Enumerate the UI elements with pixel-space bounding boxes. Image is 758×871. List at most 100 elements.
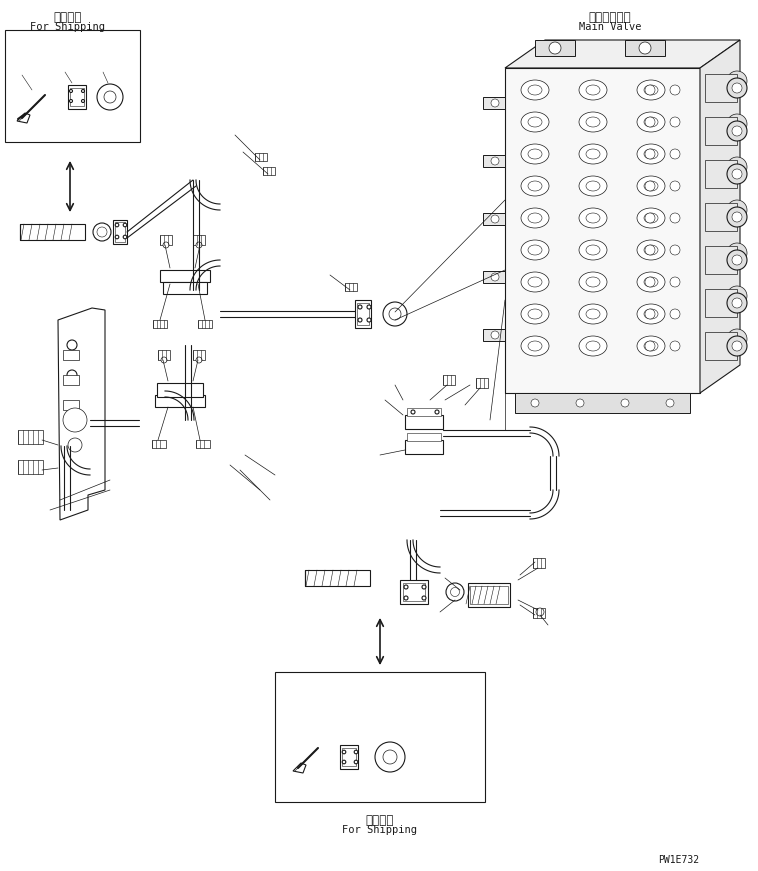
Circle shape bbox=[70, 90, 73, 92]
Circle shape bbox=[727, 336, 747, 356]
Bar bbox=[533, 558, 545, 568]
Circle shape bbox=[354, 760, 358, 764]
Text: 運搞部品: 運搞部品 bbox=[54, 11, 83, 24]
Circle shape bbox=[63, 408, 87, 432]
Ellipse shape bbox=[586, 309, 600, 319]
Bar bbox=[476, 378, 488, 388]
Circle shape bbox=[446, 583, 464, 601]
Ellipse shape bbox=[528, 309, 542, 319]
Ellipse shape bbox=[528, 117, 542, 127]
Bar bbox=[483, 329, 505, 341]
Ellipse shape bbox=[528, 149, 542, 159]
Ellipse shape bbox=[579, 272, 607, 292]
Circle shape bbox=[645, 213, 655, 223]
Ellipse shape bbox=[528, 213, 542, 223]
Circle shape bbox=[645, 245, 655, 255]
Circle shape bbox=[670, 213, 680, 223]
Bar bbox=[505, 68, 700, 393]
Ellipse shape bbox=[637, 176, 665, 196]
Circle shape bbox=[404, 596, 408, 600]
Bar bbox=[70, 88, 84, 106]
Circle shape bbox=[375, 742, 405, 772]
Ellipse shape bbox=[521, 144, 549, 164]
Bar bbox=[357, 303, 369, 325]
Circle shape bbox=[670, 341, 680, 351]
Circle shape bbox=[727, 293, 747, 313]
Ellipse shape bbox=[644, 149, 658, 159]
Circle shape bbox=[97, 227, 107, 237]
Ellipse shape bbox=[637, 272, 665, 292]
Ellipse shape bbox=[528, 341, 542, 351]
Ellipse shape bbox=[521, 112, 549, 132]
Circle shape bbox=[732, 341, 742, 351]
Circle shape bbox=[727, 71, 747, 91]
Circle shape bbox=[196, 242, 202, 248]
Circle shape bbox=[491, 157, 499, 165]
Circle shape bbox=[161, 357, 167, 363]
Circle shape bbox=[727, 78, 747, 98]
Ellipse shape bbox=[644, 245, 658, 255]
Ellipse shape bbox=[637, 336, 665, 356]
Bar bbox=[468, 583, 510, 607]
Ellipse shape bbox=[521, 240, 549, 260]
Bar bbox=[355, 300, 371, 328]
Circle shape bbox=[666, 399, 674, 407]
Ellipse shape bbox=[586, 117, 600, 127]
Bar bbox=[275, 672, 485, 802]
Circle shape bbox=[727, 207, 747, 227]
Circle shape bbox=[70, 99, 73, 103]
Circle shape bbox=[645, 85, 655, 95]
Circle shape bbox=[727, 250, 747, 270]
Bar bbox=[405, 415, 443, 429]
Ellipse shape bbox=[637, 240, 665, 260]
Ellipse shape bbox=[586, 149, 600, 159]
Circle shape bbox=[367, 305, 371, 309]
Bar bbox=[340, 745, 358, 769]
Bar bbox=[113, 220, 127, 244]
Circle shape bbox=[124, 223, 127, 226]
Circle shape bbox=[68, 438, 82, 452]
Ellipse shape bbox=[528, 85, 542, 95]
Bar bbox=[5, 30, 140, 142]
Ellipse shape bbox=[644, 85, 658, 95]
Bar bbox=[153, 320, 167, 328]
Circle shape bbox=[732, 298, 742, 308]
Circle shape bbox=[670, 149, 680, 159]
Ellipse shape bbox=[521, 272, 549, 292]
Ellipse shape bbox=[579, 304, 607, 324]
Circle shape bbox=[727, 200, 747, 220]
Bar bbox=[705, 74, 737, 102]
Circle shape bbox=[732, 255, 742, 265]
Circle shape bbox=[549, 42, 561, 54]
Polygon shape bbox=[505, 40, 740, 68]
Circle shape bbox=[389, 308, 401, 320]
Circle shape bbox=[727, 121, 747, 141]
Circle shape bbox=[67, 370, 77, 380]
Polygon shape bbox=[17, 113, 30, 123]
Bar bbox=[483, 97, 505, 109]
Circle shape bbox=[727, 157, 747, 177]
Bar bbox=[705, 160, 737, 188]
Ellipse shape bbox=[637, 208, 665, 228]
Polygon shape bbox=[293, 763, 306, 773]
Circle shape bbox=[727, 329, 747, 349]
Circle shape bbox=[196, 357, 202, 363]
Circle shape bbox=[727, 164, 747, 184]
Text: PW1E732: PW1E732 bbox=[658, 855, 699, 865]
Circle shape bbox=[82, 99, 84, 103]
Bar bbox=[155, 395, 205, 407]
Circle shape bbox=[645, 309, 655, 319]
Circle shape bbox=[404, 585, 408, 589]
Bar bbox=[705, 332, 737, 360]
Circle shape bbox=[732, 126, 742, 136]
Bar bbox=[157, 383, 203, 397]
Ellipse shape bbox=[586, 213, 600, 223]
Ellipse shape bbox=[637, 144, 665, 164]
Ellipse shape bbox=[579, 208, 607, 228]
Ellipse shape bbox=[579, 176, 607, 196]
Bar bbox=[20, 224, 85, 240]
Circle shape bbox=[727, 286, 747, 306]
Circle shape bbox=[639, 42, 651, 54]
Ellipse shape bbox=[521, 80, 549, 100]
Bar bbox=[705, 246, 737, 274]
